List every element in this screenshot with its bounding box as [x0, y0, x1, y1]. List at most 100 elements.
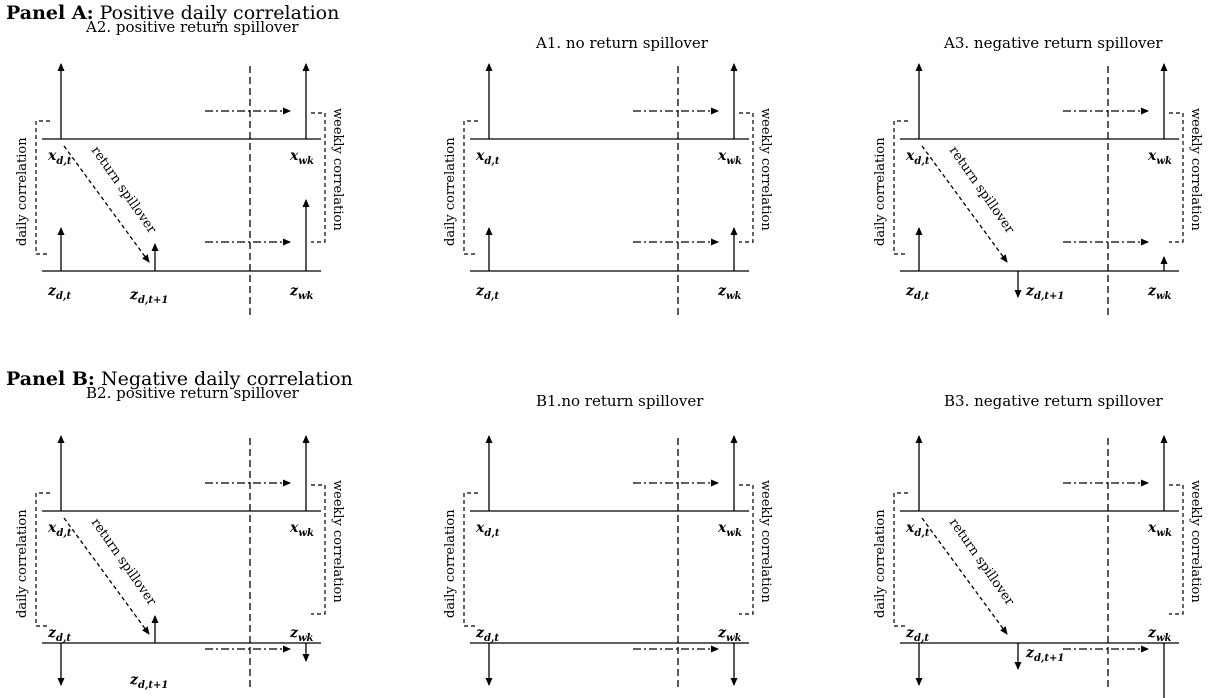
b3-return-spillover-arrow: [921, 517, 1008, 635]
a1-z-wk-label-subscript: wk: [726, 291, 742, 302]
a2-x-dt-label: xd,t: [47, 148, 72, 167]
a1-x-dt-label-subscript: d,t: [484, 156, 499, 167]
subpanel-a1-title: A1. no return spillover: [536, 34, 708, 52]
a1-weekly-correlation-bracket: [739, 112, 754, 243]
panel-a-heading: Positive daily correlation: [99, 2, 340, 24]
a2-daily-correlation-bracket: [35, 120, 50, 255]
b3-return-spillover-label: return spillover: [946, 516, 1018, 609]
a1-daily-correlation-label: daily correlation: [443, 137, 458, 246]
b1-x-wk-label: xwk: [717, 520, 742, 539]
subpanel-b1-title: B1.no return spillover: [536, 392, 704, 410]
a2-weekly-correlation-bracket: [311, 112, 326, 243]
b1-z-dt-label: zd,t: [475, 625, 499, 644]
a2-z-dt-label-subscript: d,t: [56, 291, 71, 302]
b3-z-dt-label-subscript: d,t: [914, 633, 929, 644]
a2-return-spillover-arrow: [63, 145, 150, 263]
b3-weekly-correlation-label: weekly correlation: [1188, 480, 1203, 603]
b3-x-dt-label-subscript: d,t: [914, 528, 929, 539]
a3-return-spillover-label: return spillover: [946, 144, 1018, 237]
b2-daily-correlation-bracket: [35, 492, 50, 627]
panel-a-label: Panel A:: [6, 2, 94, 24]
subpanel-b3-title: B3. negative return spillover: [944, 392, 1163, 410]
a1-weekly-correlation-label: weekly correlation: [758, 108, 773, 231]
a1-z-wk-label: zwk: [717, 283, 742, 302]
b1-z-wk-label: zwk: [717, 625, 742, 644]
b3-daily-correlation-bracket: [893, 492, 908, 627]
a2-return-spillover-label: return spillover: [88, 144, 160, 237]
b2-z-wk-label: zwk: [289, 625, 314, 644]
a3-weekly-correlation-label: weekly correlation: [1188, 108, 1203, 231]
b3-x-dt-label: xd,t: [905, 520, 930, 539]
b3-weekly-correlation-bracket: [1169, 484, 1184, 615]
a2-z-dt1-label: zd,t+1: [129, 287, 168, 306]
a3-weekly-correlation-bracket: [1169, 112, 1184, 243]
b1-z-dt-label-subscript: d,t: [484, 633, 499, 644]
b1-weekly-correlation-bracket: [739, 484, 754, 615]
b2-z-dt-label: zd,t: [47, 625, 71, 644]
a3-z-wk-label: zwk: [1147, 283, 1172, 302]
b3-z-dt1-label: zd,t+1: [1025, 645, 1064, 664]
b1-daily-correlation-label: daily correlation: [443, 509, 458, 618]
panel-a-title: Panel A: Positive daily correlation: [6, 2, 339, 24]
b3-x-wk-label-subscript: wk: [1156, 528, 1172, 539]
a3-daily-correlation-bracket: [893, 120, 908, 255]
a3-z-dt-label-subscript: d,t: [914, 291, 929, 302]
b2-z-dt1-label-subscript: d,t+1: [138, 680, 168, 691]
b3-daily-correlation-label: daily correlation: [873, 509, 888, 618]
a2-weekly-correlation-label: weekly correlation: [330, 108, 345, 231]
a3-daily-correlation-label: daily correlation: [873, 137, 888, 246]
b1-weekly-correlation-label: weekly correlation: [758, 480, 773, 603]
a1-z-dt-label: zd,t: [475, 283, 499, 302]
b1-x-wk-label-subscript: wk: [726, 528, 742, 539]
a3-return-spillover-arrow: [921, 145, 1008, 263]
b2-z-wk-label-subscript: wk: [298, 633, 314, 644]
b1-x-dt-label: xd,t: [475, 520, 500, 539]
b2-z-dt-label-subscript: d,t: [56, 633, 71, 644]
b3-x-wk-label: xwk: [1147, 520, 1172, 539]
b3-z-wk-label-subscript: wk: [1156, 633, 1172, 644]
a3-z-dt1-label: zd,t+1: [1025, 283, 1064, 302]
b1-z-wk-label-subscript: wk: [726, 633, 742, 644]
a1-x-wk-label-subscript: wk: [726, 156, 742, 167]
b2-return-spillover-arrow: [63, 517, 150, 635]
a3-z-dt-label: zd,t: [905, 283, 929, 302]
a3-z-dt1-label-subscript: d,t+1: [1034, 291, 1064, 302]
a2-x-wk-label-subscript: wk: [298, 156, 314, 167]
panel-b-heading: Negative daily correlation: [100, 368, 353, 390]
a2-x-dt-label-subscript: d,t: [56, 156, 71, 167]
b2-z-dt1-label: zd,t+1: [129, 672, 168, 691]
b1-x-dt-label-subscript: d,t: [484, 528, 499, 539]
b3-z-dt-label: zd,t: [905, 625, 929, 644]
a2-daily-correlation-label: daily correlation: [15, 137, 30, 246]
a2-z-dt-label: zd,t: [47, 283, 71, 302]
b2-x-wk-label-subscript: wk: [298, 528, 314, 539]
subpanel-a2-title: A2. positive return spillover: [86, 18, 299, 36]
a1-z-dt-label-subscript: d,t: [484, 291, 499, 302]
a3-x-wk-label-subscript: wk: [1156, 156, 1172, 167]
a3-x-dt-label-subscript: d,t: [914, 156, 929, 167]
a3-x-dt-label: xd,t: [905, 148, 930, 167]
panel-b-label: Panel B:: [6, 368, 95, 390]
b3-z-wk-label: zwk: [1147, 625, 1172, 644]
subpanel-a3-title: A3. negative return spillover: [944, 34, 1163, 52]
b2-x-dt-label: xd,t: [47, 520, 72, 539]
subpanel-b2-title: B2. positive return spillover: [86, 384, 299, 402]
b2-weekly-correlation-bracket: [311, 484, 326, 615]
a3-z-wk-label-subscript: wk: [1156, 291, 1172, 302]
a1-x-dt-label: xd,t: [475, 148, 500, 167]
a2-z-wk-label: zwk: [289, 283, 314, 302]
a3-x-wk-label: xwk: [1147, 148, 1172, 167]
panel-b-title: Panel B: Negative daily correlation: [6, 368, 353, 390]
a2-z-dt1-label-subscript: d,t+1: [138, 295, 168, 306]
b1-daily-correlation-bracket: [463, 492, 478, 627]
b2-weekly-correlation-label: weekly correlation: [330, 480, 345, 603]
a2-z-wk-label-subscript: wk: [298, 291, 314, 302]
b2-daily-correlation-label: daily correlation: [15, 509, 30, 618]
a1-daily-correlation-bracket: [463, 120, 478, 255]
b3-z-dt1-label-subscript: d,t+1: [1034, 653, 1064, 664]
b2-return-spillover-label: return spillover: [88, 516, 160, 609]
b2-x-wk-label: xwk: [289, 520, 314, 539]
b2-x-dt-label-subscript: d,t: [56, 528, 71, 539]
a1-x-wk-label: xwk: [717, 148, 742, 167]
